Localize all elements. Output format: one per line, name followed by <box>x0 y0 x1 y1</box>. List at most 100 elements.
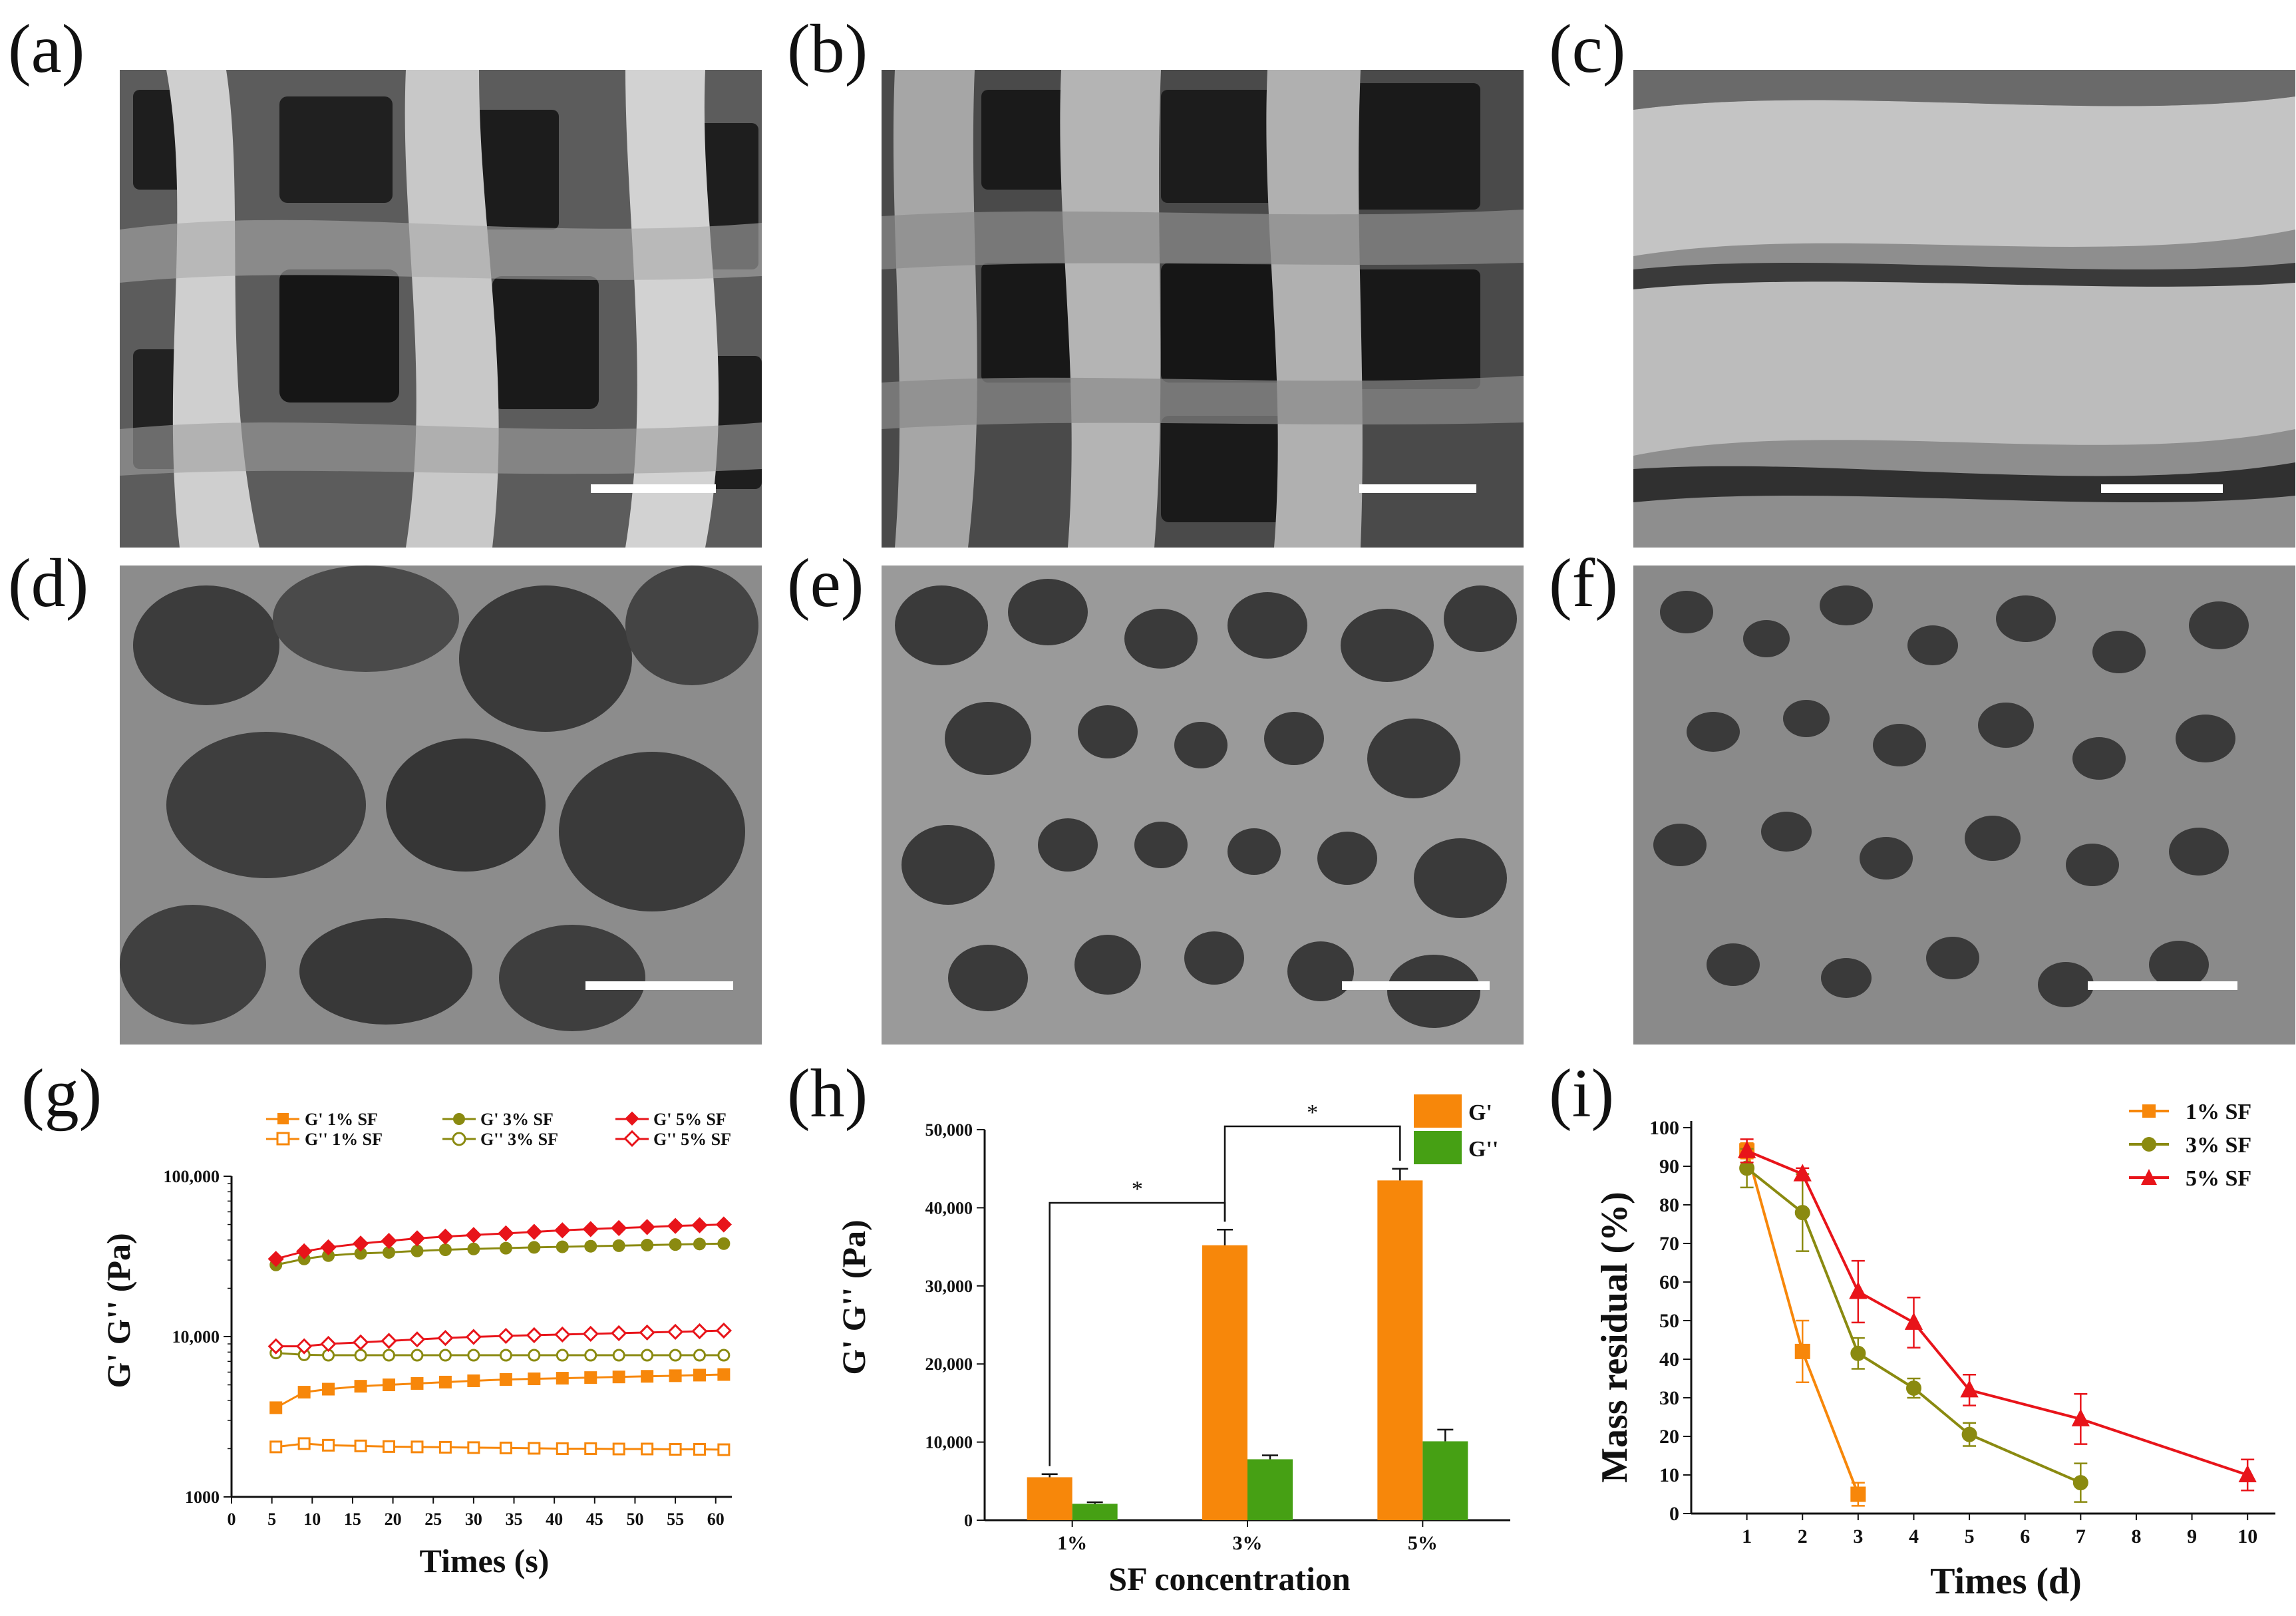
chart-h-x-tick-label: 3% <box>1233 1532 1263 1554</box>
chart-g-point-s1 <box>693 1443 706 1456</box>
chart-i-x-tick-label: 9 <box>2187 1526 2197 1547</box>
chart-h-y-tick-label: 40,000 <box>925 1198 973 1217</box>
svg-text:1% SF: 1% SF <box>2186 1100 2251 1124</box>
svg-text:G'' 1% SF: G'' 1% SF <box>305 1130 383 1149</box>
chart-i-point-s2 <box>2071 1408 2090 1426</box>
chart-g-point-s3 <box>641 1349 654 1362</box>
chart-g-point-s0 <box>354 1380 367 1393</box>
chart-g-point-s1 <box>322 1438 335 1452</box>
chart-g-point-s3 <box>438 1349 452 1362</box>
chart-g-point-s4 <box>320 1239 337 1256</box>
sem-image-b <box>882 70 1524 548</box>
panel-label-d: (d) <box>8 545 89 621</box>
chart-g-point-s0 <box>528 1373 541 1386</box>
chart-g-x-tick-label: 5 <box>267 1510 276 1529</box>
chart-g-point-s2 <box>584 1239 597 1253</box>
chart-g-point-s4 <box>409 1230 426 1247</box>
chart-g-point-s1 <box>354 1439 367 1452</box>
chart-g-point-s0 <box>641 1370 654 1383</box>
legend-swatch-g-dprime <box>1414 1131 1462 1164</box>
panel-label-g: (g) <box>21 1055 102 1132</box>
chart-g-point-s2 <box>641 1238 654 1251</box>
chart-g-point-s1 <box>467 1441 480 1454</box>
chart-g-point-s2 <box>528 1241 541 1254</box>
chart-i-y-tick-label: 30 <box>1659 1387 1679 1409</box>
chart-i-y-tick-label: 50 <box>1659 1310 1679 1332</box>
chart-h-y-tick-label: 20,000 <box>925 1355 973 1374</box>
chart-g-point-s2 <box>717 1237 731 1250</box>
chart-g-point-s5 <box>611 1325 627 1342</box>
chart-g-point-s0 <box>612 1371 625 1384</box>
chart-g-x-tick-label: 30 <box>465 1510 482 1529</box>
chart-g-point-s1 <box>717 1443 731 1456</box>
chart-i-point-s1 <box>1905 1380 1921 1396</box>
chart-h-significance-bracket-0 <box>1049 1202 1226 1466</box>
chart-i-point-s2 <box>1737 1140 1756 1158</box>
chart-h-y-axis-label: G' G'' (Pa) <box>835 1219 872 1374</box>
chart-g-x-tick-label: 40 <box>546 1510 563 1529</box>
legend-item-3-sf: 3% SF <box>2129 1133 2251 1158</box>
chart-g-point-s5 <box>409 1331 426 1348</box>
legend-swatch-g-prime <box>1414 1094 1462 1128</box>
sem-image-e <box>882 566 1524 1045</box>
panel-label-c: (c) <box>1549 11 1626 87</box>
chart-g-point-s5 <box>667 1323 684 1341</box>
panel-label-f: (f) <box>1549 545 1618 621</box>
chart-g-point-s2 <box>612 1239 625 1252</box>
chart-g-point-s4 <box>639 1219 655 1235</box>
chart-i-x-axis-label: Times (d) <box>1930 1561 2082 1602</box>
chart-g-x-tick-label: 50 <box>626 1510 643 1529</box>
chart-g-point-s1 <box>612 1442 625 1456</box>
chart-g-y-axis-label: G' G'' (Pa) <box>100 1233 137 1388</box>
chart-i-y-tick-label: 60 <box>1659 1271 1679 1293</box>
chart-h-x-axis-label: SF concentration <box>1108 1560 1351 1597</box>
chart-h-bar-s0 <box>1027 1477 1072 1520</box>
chart-i-point-s2 <box>2238 1464 2257 1482</box>
chart-g-point-s4 <box>526 1223 542 1240</box>
chart-g-point-s0 <box>556 1372 569 1385</box>
chart-i-y-tick-label: 80 <box>1659 1194 1679 1216</box>
sem-image-f <box>1633 566 2295 1045</box>
svg-text:G' 1% SF: G' 1% SF <box>305 1110 378 1129</box>
chart-g-point-s1 <box>383 1440 396 1453</box>
chart-g-y-tick-label: 10,000 <box>172 1327 220 1347</box>
chart-g-point-s1 <box>556 1442 569 1455</box>
chart-g-rheology-time-sweep: 0 5 10 15 20 25 30 35 40 45 50 55 60 1000 10,000 100,00… <box>100 1110 732 1579</box>
chart-g-point-s5 <box>267 1338 284 1355</box>
panel-label-i: (i) <box>1549 1055 1615 1132</box>
chart-i-y-tick-label: 70 <box>1659 1233 1679 1255</box>
scale-bar-f <box>2088 981 2237 990</box>
chart-g-point-s4 <box>691 1217 708 1233</box>
chart-g-point-s2 <box>467 1242 480 1255</box>
chart-g-point-s5 <box>381 1333 397 1349</box>
chart-g-x-tick-label: 45 <box>586 1510 603 1529</box>
chart-h-bar-s1 <box>1247 1459 1293 1520</box>
chart-g-point-s3 <box>556 1349 569 1362</box>
svg-text:3% SF: 3% SF <box>2186 1133 2251 1158</box>
chart-g-point-s3 <box>693 1349 706 1362</box>
chart-i-legend: 1% SF 3% SF 5% SF <box>2129 1100 2251 1191</box>
panel-label-a: (a) <box>8 11 85 87</box>
sem-image-a <box>120 70 762 548</box>
chart-i-point-s1 <box>1739 1160 1755 1176</box>
chart-g-point-s0 <box>669 1369 682 1382</box>
chart-g-point-s2 <box>438 1243 452 1256</box>
chart-g-point-s5 <box>582 1325 599 1343</box>
chart-i-point-s2 <box>1904 1312 1923 1330</box>
chart-g-point-s3 <box>354 1349 367 1362</box>
chart-g-point-s4 <box>667 1217 684 1234</box>
chart-g-point-s4 <box>498 1225 514 1242</box>
chart-g-point-s0 <box>467 1374 480 1387</box>
chart-h-bar-s0 <box>1377 1180 1423 1520</box>
legend-item-g-prime-1: G' 1% SF <box>266 1110 378 1129</box>
chart-g-point-s0 <box>438 1375 452 1388</box>
chart-h-bar-s1 <box>1422 1441 1468 1520</box>
chart-g-point-s5 <box>691 1323 708 1340</box>
sem-image-c <box>1633 70 2295 548</box>
chart-i-x-tick-label: 2 <box>1798 1526 1808 1547</box>
chart-g-point-s5 <box>437 1329 454 1347</box>
chart-g-point-s5 <box>465 1329 482 1345</box>
legend-label-g-prime: G' <box>1468 1100 1492 1125</box>
